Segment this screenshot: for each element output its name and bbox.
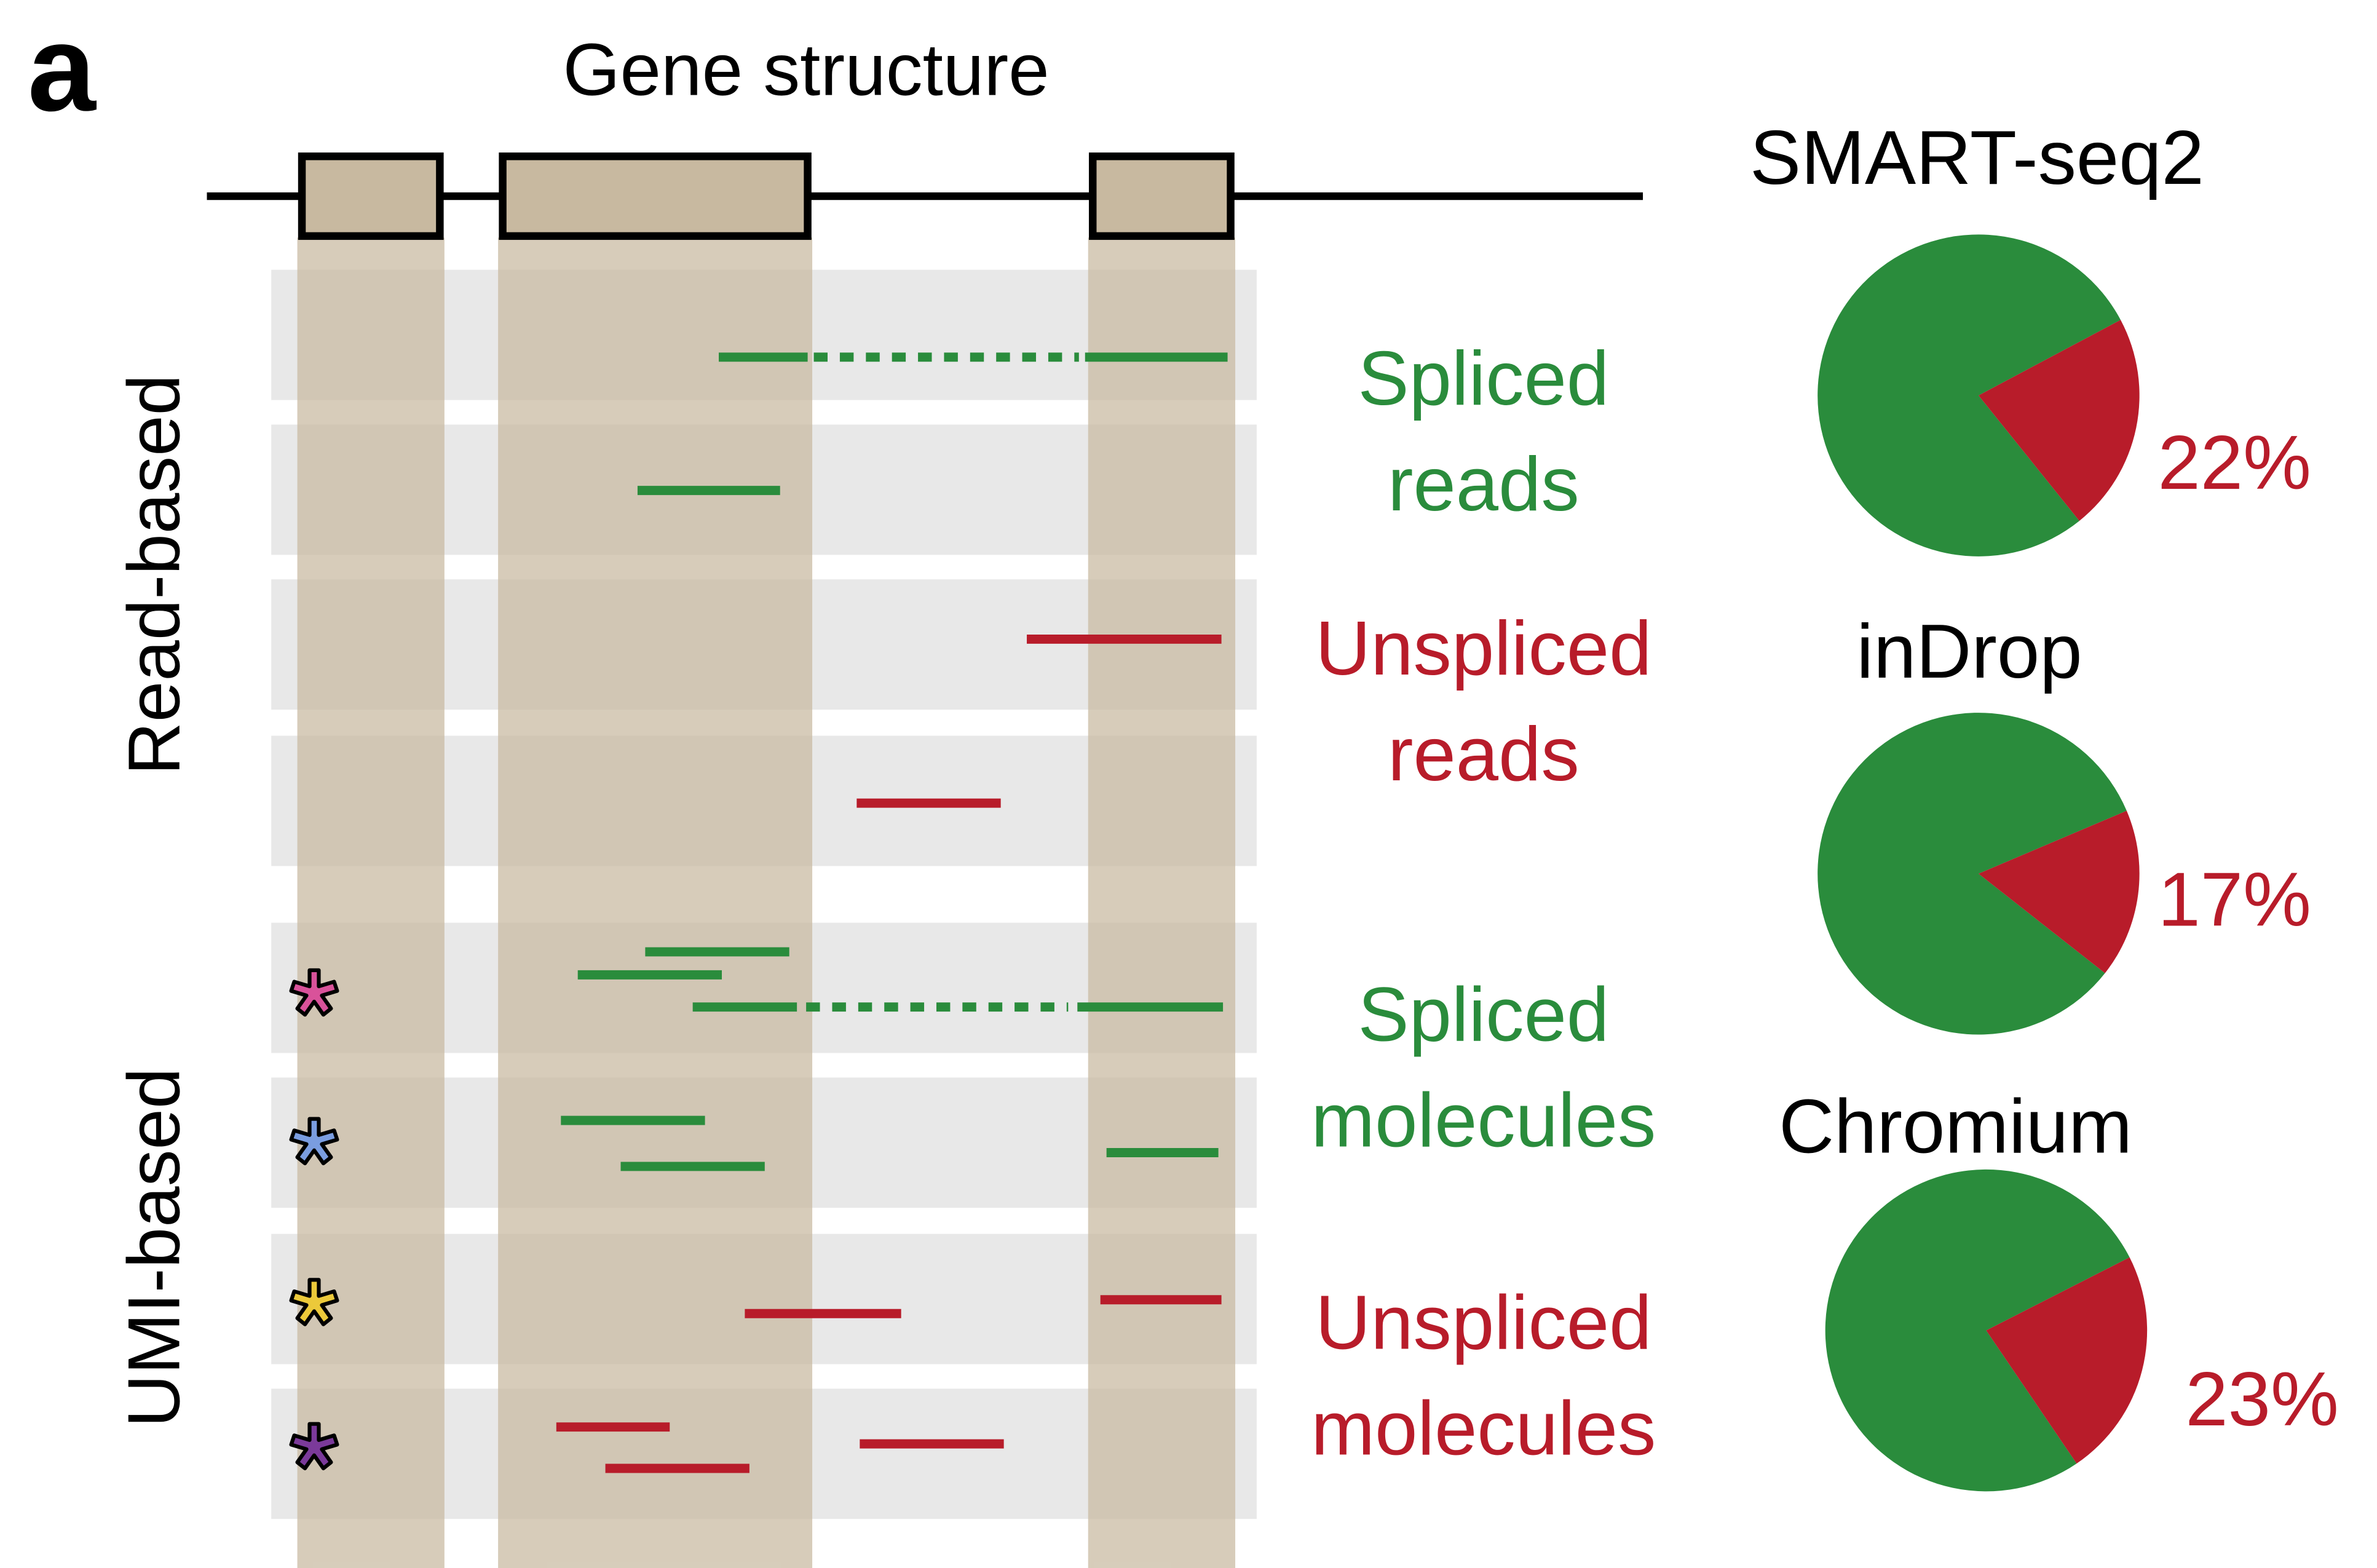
exon-column-3 [1088,237,1236,1568]
unspliced-reads-label-line1: Unspliced [1315,606,1651,691]
pie-slice-spliced [1817,713,2127,1035]
pie-chart-indrop: inDrop 17% [1817,609,2311,1035]
asterisk-icon [289,1117,339,1166]
unspliced-reads-label-line2: reads [1388,711,1580,797]
gene-structure-title: Gene structure [563,30,1049,111]
pie-slice-unspliced [1978,320,2140,521]
exon-columns [297,237,1236,1568]
asterisk-icon [289,968,339,1017]
exon-box-1 [298,152,444,240]
pie-percent-label: 17% [2157,857,2311,943]
spliced-molecules-label-line1: Spliced [1358,972,1609,1058]
exon-box-2 [499,152,812,240]
umi-markers [289,968,339,1471]
exon-column-2 [498,237,813,1568]
read-segments [556,352,1228,1473]
pie-chart-chromium: Chromium 23% [1779,1083,2339,1492]
exon-box-3 [1088,152,1235,240]
pie-title: Chromium [1779,1083,2132,1169]
unspliced-molecules-label-line2: molecules [1311,1386,1656,1471]
asterisk-icon [289,1422,339,1471]
pie-charts: SMART-seq2 22% inDrop 17% Chromium 23% [1750,115,2339,1492]
pie-percent-label: 23% [2185,1356,2338,1442]
pie-slice-unspliced [1978,810,2140,973]
pie-slice-spliced [1825,1169,2130,1492]
category-labels: Spliced reads Unspliced reads Spliced mo… [1311,336,1656,1471]
asterisk-icon [289,1278,339,1326]
pie-slice-unspliced [1986,1257,2148,1464]
pie-chart-smart-seq2: SMART-seq2 22% [1750,115,2311,556]
pie-percent-label: 22% [2157,420,2311,505]
exon-column-1 [297,237,445,1568]
pie-title: inDrop [1856,609,2082,694]
spliced-molecules-label-line2: molecules [1311,1078,1656,1163]
panel-label: a [28,0,97,137]
gene-model [207,152,1643,240]
umi-based-label: UMI-based [114,1068,196,1428]
unspliced-molecules-label-line1: Unspliced [1315,1280,1651,1366]
spliced-reads-label-line2: reads [1388,441,1580,527]
pie-slice-spliced [1817,234,2121,556]
pie-title: SMART-seq2 [1750,115,2204,200]
spliced-reads-label-line1: Spliced [1358,336,1609,421]
read-based-label: Read-based [114,374,196,775]
